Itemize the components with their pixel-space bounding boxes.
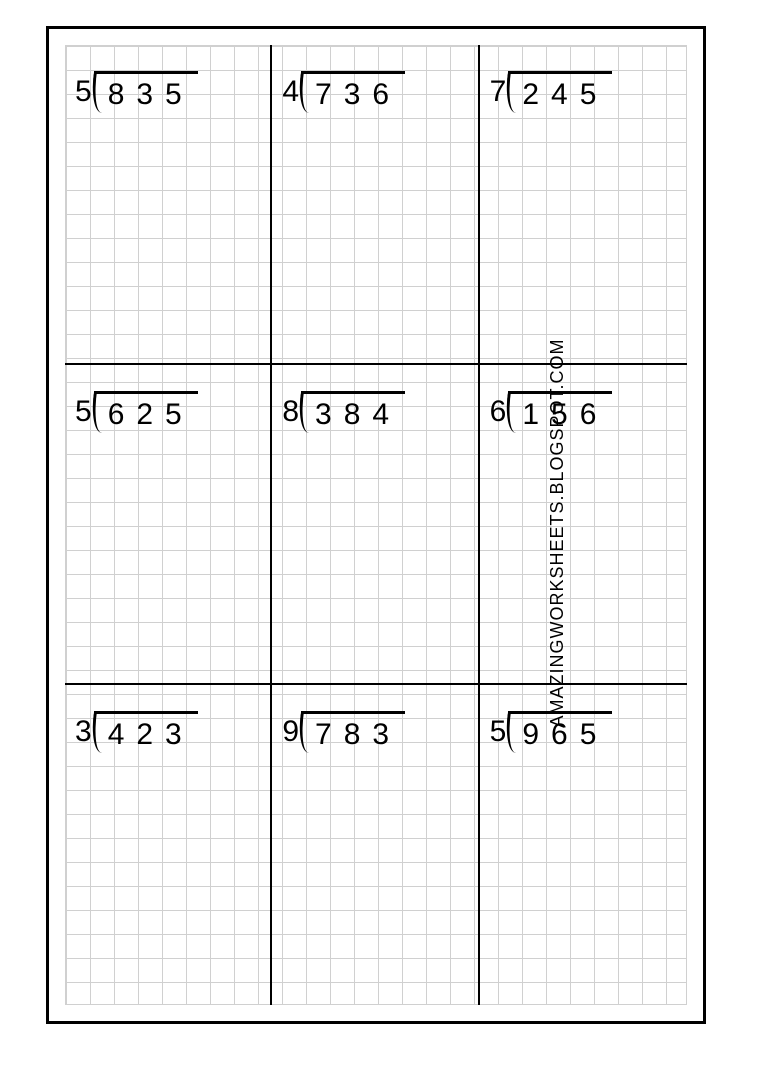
long-division-bracket: 783 — [303, 711, 405, 752]
problem-grid: 5 835 4 736 7 245 — [65, 45, 687, 1005]
problem-cell: 7 245 — [480, 45, 687, 365]
problem-cell: 5 835 — [65, 45, 272, 365]
divisor: 9 — [282, 711, 301, 749]
divisor: 5 — [75, 71, 94, 109]
division-problem: 9 783 — [282, 711, 405, 752]
division-problem: 5 625 — [75, 391, 198, 432]
divisor: 7 — [490, 71, 509, 109]
division-problem: 3 423 — [75, 711, 198, 752]
dividend: 625 — [108, 398, 198, 431]
long-division-bracket: 736 — [303, 71, 405, 112]
divisor: 5 — [490, 711, 509, 749]
worksheet-page: 5 835 4 736 7 245 — [46, 26, 706, 1024]
problem-cell: 8 384 — [272, 365, 479, 685]
problem-cell: 5 965 — [480, 685, 687, 1005]
problem-cell: 3 423 — [65, 685, 272, 1005]
division-problem: 7 245 — [490, 71, 613, 112]
problem-cell: 9 783 — [272, 685, 479, 1005]
dividend: 245 — [522, 78, 612, 111]
dividend: 384 — [315, 398, 405, 431]
problem-cell: 5 625 — [65, 365, 272, 685]
dividend: 835 — [108, 78, 198, 111]
division-problem: 4 736 — [282, 71, 405, 112]
divisor: 5 — [75, 391, 94, 429]
long-division-bracket: 384 — [303, 391, 405, 432]
division-problem: 8 384 — [282, 391, 405, 432]
division-problem: 5 835 — [75, 71, 198, 112]
divisor: 4 — [282, 71, 301, 109]
long-division-bracket: 245 — [510, 71, 612, 112]
long-division-bracket: 625 — [96, 391, 198, 432]
long-division-bracket: 423 — [96, 711, 198, 752]
source-label-right: AMAZINGWORKSHEETS.BLOGSPOT.COM — [547, 338, 568, 727]
dividend: 783 — [315, 718, 405, 751]
divisor: 6 — [490, 391, 509, 429]
dividend: 736 — [315, 78, 405, 111]
divisor: 3 — [75, 711, 94, 749]
problem-cell: 4 736 — [272, 45, 479, 365]
divisor: 8 — [282, 391, 301, 429]
long-division-bracket: 835 — [96, 71, 198, 112]
problem-cell: 6 156 — [480, 365, 687, 685]
dividend: 423 — [108, 718, 198, 751]
